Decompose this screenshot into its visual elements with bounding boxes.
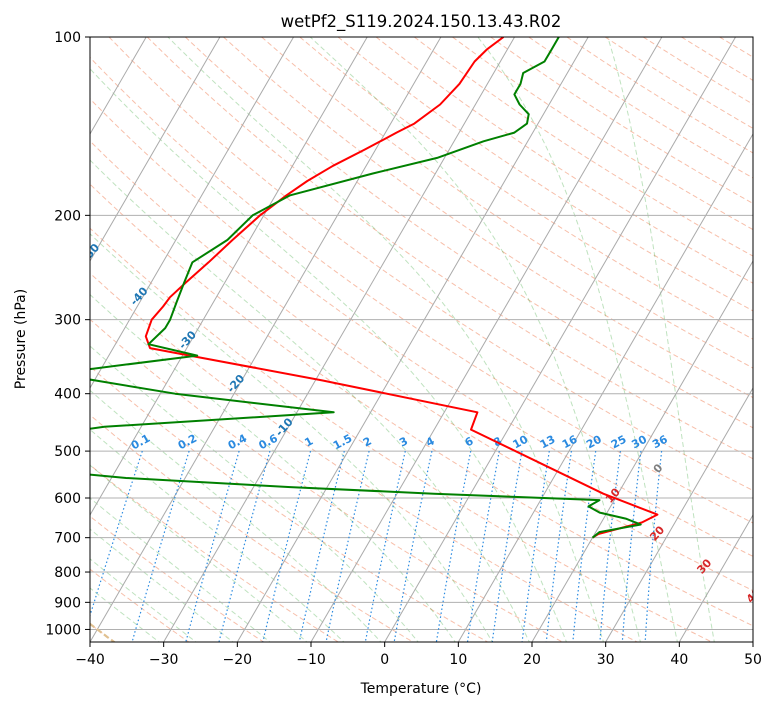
isotherm-line: [236, 37, 589, 642]
mixing-ratio-label: 30: [629, 433, 649, 452]
x-axis-label: Temperature (°C): [360, 681, 482, 697]
isotherm-line: [90, 37, 442, 642]
x-tick-label: −40: [75, 652, 105, 668]
mixing-ratio-label: 16: [560, 433, 580, 452]
x-tick-label: −10: [296, 652, 326, 668]
mixing-ratio-line: [90, 450, 143, 618]
dry-adiabat-line: [375, 37, 753, 284]
mixing-ratio-line: [325, 450, 370, 642]
y-tick-label: 900: [54, 595, 81, 611]
moist-adiabat-line: [90, 68, 568, 642]
y-tick-label: 300: [54, 313, 81, 329]
mixing-ratio-label: 10: [511, 433, 531, 452]
mixing-ratio-label: 25: [609, 433, 629, 452]
moist-adiabat-line: [90, 428, 345, 642]
chart-title: wetPf2_S119.2024.150.13.43.R02: [281, 12, 562, 32]
dry-adiabat-line: [108, 37, 753, 492]
mixing-ratio-line: [491, 450, 523, 642]
mixing-ratio-line: [545, 451, 572, 642]
skewed-isotherms: [90, 37, 753, 642]
mixing-ratio-line: [599, 451, 621, 642]
isotherm-line: [90, 37, 221, 262]
y-tick-label: 400: [54, 387, 81, 403]
profile-series: [90, 37, 659, 539]
dry-adiabat-line: [90, 272, 639, 642]
isotherm-line: [163, 37, 515, 642]
x-tick-label: −30: [149, 652, 179, 668]
mixing-ratio-label: 36: [650, 433, 670, 452]
isotherm-line: [90, 37, 368, 516]
mixing-ratio-line: [621, 451, 642, 642]
mixing-ratio-line: [572, 451, 597, 642]
dry-adiabat-line: [223, 37, 753, 399]
x-tick-label: 40: [670, 652, 688, 668]
dry-adiabat-line: [261, 37, 753, 369]
y-tick-label: 500: [54, 444, 81, 460]
x-tick-label: 50: [744, 652, 762, 668]
adiabat-label: 40: [744, 585, 764, 605]
dry-adiabat-line: [90, 56, 753, 524]
y-axis: 100 200 300 400 500 600 700 800 900 1000: [45, 30, 90, 638]
mixing-ratio-line: [393, 450, 433, 642]
dewpoint-profile-line: [90, 37, 642, 539]
y-tick-label: 700: [54, 531, 81, 547]
x-tick-label: 10: [449, 652, 467, 668]
y-axis-label: Pressure (hPa): [13, 289, 29, 389]
x-axis: −40 −30 −20 −10 0 10 20 30 40 50: [75, 642, 762, 668]
x-tick-label: 30: [597, 652, 615, 668]
isotherm-line: [678, 513, 753, 642]
isotherm-line: [384, 37, 736, 642]
x-tick-label: 0: [380, 652, 389, 668]
mixing-ratio-lines: [90, 450, 663, 642]
mixing-ratio-line: [131, 450, 190, 642]
temperature-profile-line: [144, 37, 659, 539]
isotherm-line: [90, 37, 294, 389]
x-tick-label: −20: [223, 652, 253, 668]
isotherm-line: [605, 386, 753, 642]
isotherm-line: [531, 259, 753, 642]
mixing-ratio-label: 13: [538, 433, 558, 452]
y-tick-label: 1000: [45, 622, 81, 638]
mixing-ratio-line: [298, 450, 345, 642]
dry-adiabat-line: [184, 37, 753, 429]
y-tick-label: 100: [54, 30, 81, 46]
y-tick-label: 800: [54, 565, 81, 581]
mixing-ratio-line: [644, 451, 663, 642]
y-tick-label: 200: [54, 208, 81, 224]
plot-frame: [89, 36, 754, 643]
mixing-ratio-line: [185, 450, 240, 642]
mixing-ratio-label: 20: [584, 433, 604, 452]
dry-adiabat-line: [90, 98, 753, 557]
dry-adiabat-line: [90, 140, 753, 592]
isotherm-line: [457, 132, 753, 642]
x-tick-label: 20: [523, 652, 541, 668]
isobars: [90, 37, 753, 630]
mixing-ratio-line: [364, 450, 406, 642]
isotherm-line: [310, 37, 663, 642]
mixing-ratio-line: [521, 451, 550, 642]
mixing-ratio-line: [262, 450, 312, 642]
y-tick-label: 600: [54, 491, 81, 507]
